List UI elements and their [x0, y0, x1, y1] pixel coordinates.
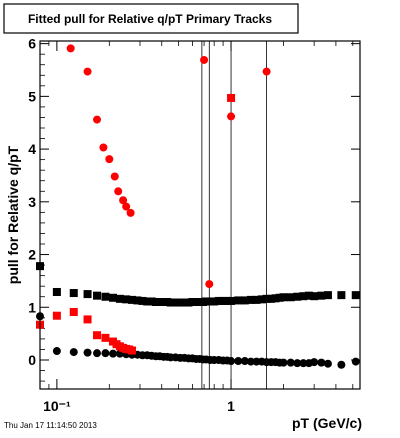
data-point-circle	[52, 347, 61, 356]
data-point-circle	[337, 360, 346, 369]
data-point-circle	[109, 349, 118, 358]
data-point-square	[171, 298, 180, 307]
data-point-circle	[246, 357, 255, 366]
data-point-circle	[83, 67, 92, 76]
data-point-circle	[119, 196, 128, 205]
data-point-square	[115, 294, 124, 303]
data-point-circle	[317, 358, 326, 367]
y-tick-label: 1	[28, 299, 36, 315]
data-point-square	[166, 298, 175, 307]
data-point-square	[286, 293, 295, 302]
data-point-square	[133, 296, 142, 305]
data-point-square	[128, 295, 137, 304]
y-tick-label: 5	[28, 88, 36, 104]
data-point-circle	[323, 359, 332, 368]
data-point-square	[83, 315, 92, 324]
data-point-square	[317, 291, 326, 300]
data-point-square	[69, 289, 78, 298]
data-point-square	[210, 297, 219, 306]
data-point-square	[337, 291, 346, 300]
data-point-square	[240, 296, 249, 305]
data-point-square	[310, 292, 319, 301]
data-point-square	[227, 296, 236, 305]
data-point-circle	[66, 44, 75, 53]
data-point-square	[122, 295, 131, 304]
data-point-circle	[234, 357, 243, 366]
data-point-square	[351, 291, 360, 300]
data-point-circle	[83, 348, 92, 357]
data-point-square	[83, 290, 92, 299]
data-point-square	[214, 296, 223, 305]
y-tick-label: 4	[28, 141, 36, 157]
data-point-square	[257, 295, 266, 304]
data-point-circle	[205, 280, 214, 289]
data-point-circle	[286, 358, 295, 367]
data-point-square	[147, 297, 156, 306]
title-box-frame	[3, 3, 299, 34]
data-point-square	[262, 294, 271, 303]
data-markers	[36, 44, 360, 369]
data-point-square	[267, 294, 276, 303]
data-point-circle	[99, 143, 108, 152]
data-point-square	[93, 291, 102, 300]
title-box: Fitted pull for Relative q/pT Primary Tr…	[3, 3, 299, 34]
data-point-square	[219, 296, 228, 305]
data-point-circle	[110, 172, 119, 181]
data-point-circle	[227, 112, 236, 121]
data-point-square	[279, 293, 288, 302]
data-point-square	[246, 295, 255, 304]
data-point-circle	[93, 115, 102, 124]
data-point-circle	[105, 155, 114, 164]
data-point-square	[128, 346, 137, 355]
data-point-circle	[240, 357, 249, 366]
data-point-square	[93, 331, 102, 340]
data-point-circle	[122, 202, 131, 211]
plot-frame	[39, 40, 361, 390]
data-point-circle	[351, 357, 360, 366]
data-point-square	[180, 298, 189, 307]
x-tick-label: 10⁻¹	[43, 398, 71, 414]
data-point-square	[143, 297, 152, 306]
data-point-circle	[227, 357, 236, 366]
y-axis-label: pull for Relative q/pT	[5, 145, 21, 284]
x-axis-label: pT (GeV/c)	[292, 415, 362, 431]
data-point-square	[271, 294, 280, 303]
data-point-square	[252, 295, 261, 304]
data-point-square	[227, 93, 236, 102]
data-point-circle	[69, 348, 78, 357]
y-tick-label: 6	[28, 36, 36, 52]
data-point-square	[52, 311, 61, 320]
chart-title: Fitted pull for Relative q/pT Primary Tr…	[28, 12, 272, 26]
data-point-circle	[262, 67, 271, 76]
data-point-circle	[310, 358, 319, 367]
data-point-square	[176, 298, 185, 307]
y-tick-label: 2	[28, 247, 36, 263]
data-point-square	[101, 292, 110, 301]
data-point-square	[202, 297, 211, 306]
data-point-circle	[293, 359, 302, 368]
x-tick-label: 1	[227, 398, 235, 414]
data-point-square	[234, 296, 243, 305]
data-point-square	[323, 291, 332, 300]
data-point-square	[138, 296, 147, 305]
data-point-circle	[101, 349, 110, 358]
data-point-square	[101, 333, 110, 342]
data-point-square	[304, 291, 313, 300]
data-point-circle	[126, 208, 135, 217]
timestamp-footer: Thu Jan 17 11:14:50 2013	[4, 421, 97, 430]
data-point-square	[69, 308, 78, 317]
data-point-square	[109, 293, 118, 302]
data-point-square	[299, 292, 308, 301]
y-tick-label: 3	[28, 194, 36, 210]
data-point-square	[52, 287, 61, 296]
data-point-circle	[114, 187, 123, 196]
data-point-square	[293, 292, 302, 301]
data-point-circle	[200, 55, 209, 64]
y-tick-label: 0	[28, 352, 36, 368]
data-point-circle	[93, 349, 102, 358]
data-point-circle	[299, 359, 308, 368]
data-point-circle	[279, 358, 288, 367]
